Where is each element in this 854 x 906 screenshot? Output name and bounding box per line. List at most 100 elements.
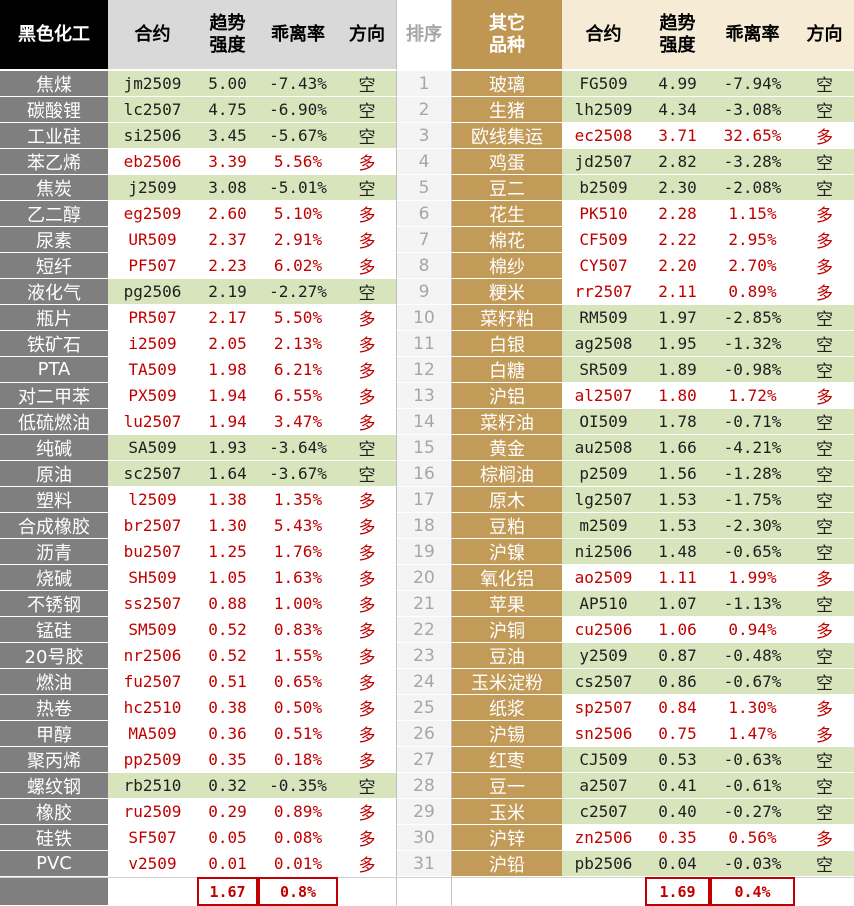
contract-code: c2507 — [562, 799, 645, 825]
average-deviation: 0.4% — [710, 877, 795, 906]
direction: 空 — [795, 643, 854, 669]
deviation-rate: 0.18% — [258, 747, 338, 773]
contract-header: 合约 — [562, 0, 645, 71]
variety-name: 沪铝 — [452, 383, 562, 409]
variety-name: 粳米 — [452, 279, 562, 305]
contract-code: lg2507 — [562, 487, 645, 513]
direction: 空 — [795, 513, 854, 539]
contract-code: ni2506 — [562, 539, 645, 565]
contract-code: CY507 — [562, 253, 645, 279]
rank-number: 11 — [396, 331, 452, 357]
trend-strength: 0.38 — [197, 695, 258, 721]
deviation-rate: 0.83% — [258, 617, 338, 643]
trend-strength: 2.60 — [197, 201, 258, 227]
deviation-rate: -0.03% — [710, 851, 795, 877]
variety-name: 甲醇 — [0, 721, 108, 747]
deviation-rate: 6.55% — [258, 383, 338, 409]
variety-name: 鸡蛋 — [452, 149, 562, 175]
trend-strength: 1.94 — [197, 409, 258, 435]
rank-number: 14 — [396, 409, 452, 435]
contract-code: jd2507 — [562, 149, 645, 175]
deviation-rate: 5.43% — [258, 513, 338, 539]
contract-code: lc2507 — [108, 97, 197, 123]
direction: 多 — [795, 383, 854, 409]
trend-strength: 1.07 — [645, 591, 710, 617]
direction: 多 — [338, 357, 396, 383]
deviation-rate: 0.50% — [258, 695, 338, 721]
trend-strength: 0.36 — [197, 721, 258, 747]
contract-code: b2509 — [562, 175, 645, 201]
variety-name: 棕榈油 — [452, 461, 562, 487]
deviation-rate: -0.48% — [710, 643, 795, 669]
trend-strength: 0.86 — [645, 669, 710, 695]
direction: 多 — [338, 409, 396, 435]
rank-number: 18 — [396, 513, 452, 539]
trend-strength: 0.88 — [197, 591, 258, 617]
footer-blank — [452, 877, 562, 906]
direction: 空 — [338, 773, 396, 799]
variety-name: 白银 — [452, 331, 562, 357]
contract-code: lh2509 — [562, 97, 645, 123]
trend-strength: 0.52 — [197, 617, 258, 643]
variety-name: 烧碱 — [0, 565, 108, 591]
contract-code: m2509 — [562, 513, 645, 539]
contract-code: SA509 — [108, 435, 197, 461]
contract-code: rr2507 — [562, 279, 645, 305]
contract-code: eb2506 — [108, 149, 197, 175]
trend-strength: 2.19 — [197, 279, 258, 305]
direction: 多 — [795, 565, 854, 591]
direction: 空 — [338, 97, 396, 123]
variety-name: PVC — [0, 851, 108, 877]
deviation-rate: -4.21% — [710, 435, 795, 461]
direction: 多 — [338, 253, 396, 279]
deviation-rate: -2.08% — [710, 175, 795, 201]
trend-strength-header: 趋势强度 — [645, 0, 710, 71]
direction: 空 — [795, 149, 854, 175]
deviation-rate: 1.35% — [258, 487, 338, 513]
contract-code: UR509 — [108, 227, 197, 253]
variety-name: 沪锡 — [452, 721, 562, 747]
trend-strength: 2.17 — [197, 305, 258, 331]
trend-strength: 3.08 — [197, 175, 258, 201]
deviation-rate: -3.08% — [710, 97, 795, 123]
deviation-rate: 2.95% — [710, 227, 795, 253]
variety-name: 黄金 — [452, 435, 562, 461]
deviation-rate: -2.85% — [710, 305, 795, 331]
trend-strength: 2.23 — [197, 253, 258, 279]
variety-name: 聚丙烯 — [0, 747, 108, 773]
deviation-rate: 5.50% — [258, 305, 338, 331]
trend-strength: 1.78 — [645, 409, 710, 435]
contract-code: pp2509 — [108, 747, 197, 773]
trend-strength: 0.87 — [645, 643, 710, 669]
rank-number: 5 — [396, 175, 452, 201]
trend-strength: 1.30 — [197, 513, 258, 539]
direction: 空 — [338, 461, 396, 487]
variety-name: 短纤 — [0, 253, 108, 279]
trend-strength: 4.34 — [645, 97, 710, 123]
trend-strength: 1.05 — [197, 565, 258, 591]
contract-code: zn2506 — [562, 825, 645, 851]
variety-name: 纯碱 — [0, 435, 108, 461]
trend-strength: 1.06 — [645, 617, 710, 643]
deviation-rate: -2.27% — [258, 279, 338, 305]
trend-strength: 1.97 — [645, 305, 710, 331]
trend-strength: 0.35 — [197, 747, 258, 773]
contract-code: al2507 — [562, 383, 645, 409]
contract-code: p2509 — [562, 461, 645, 487]
variety-name: 瓶片 — [0, 305, 108, 331]
variety-name: 菜籽粕 — [452, 305, 562, 331]
deviation-rate: 2.70% — [710, 253, 795, 279]
contract-code: si2506 — [108, 123, 197, 149]
rank-number: 3 — [396, 123, 452, 149]
variety-name: 棉纱 — [452, 253, 562, 279]
variety-name: 氧化铝 — [452, 565, 562, 591]
deviation-header: 乖离率 — [258, 0, 338, 71]
rank-number: 26 — [396, 721, 452, 747]
direction: 多 — [338, 383, 396, 409]
contract-code: ao2509 — [562, 565, 645, 591]
variety-name: 玻璃 — [452, 71, 562, 97]
trend-strength: 2.11 — [645, 279, 710, 305]
direction-header: 方向 — [338, 0, 396, 71]
average-strength: 1.69 — [645, 877, 710, 906]
rank-number: 1 — [396, 71, 452, 97]
